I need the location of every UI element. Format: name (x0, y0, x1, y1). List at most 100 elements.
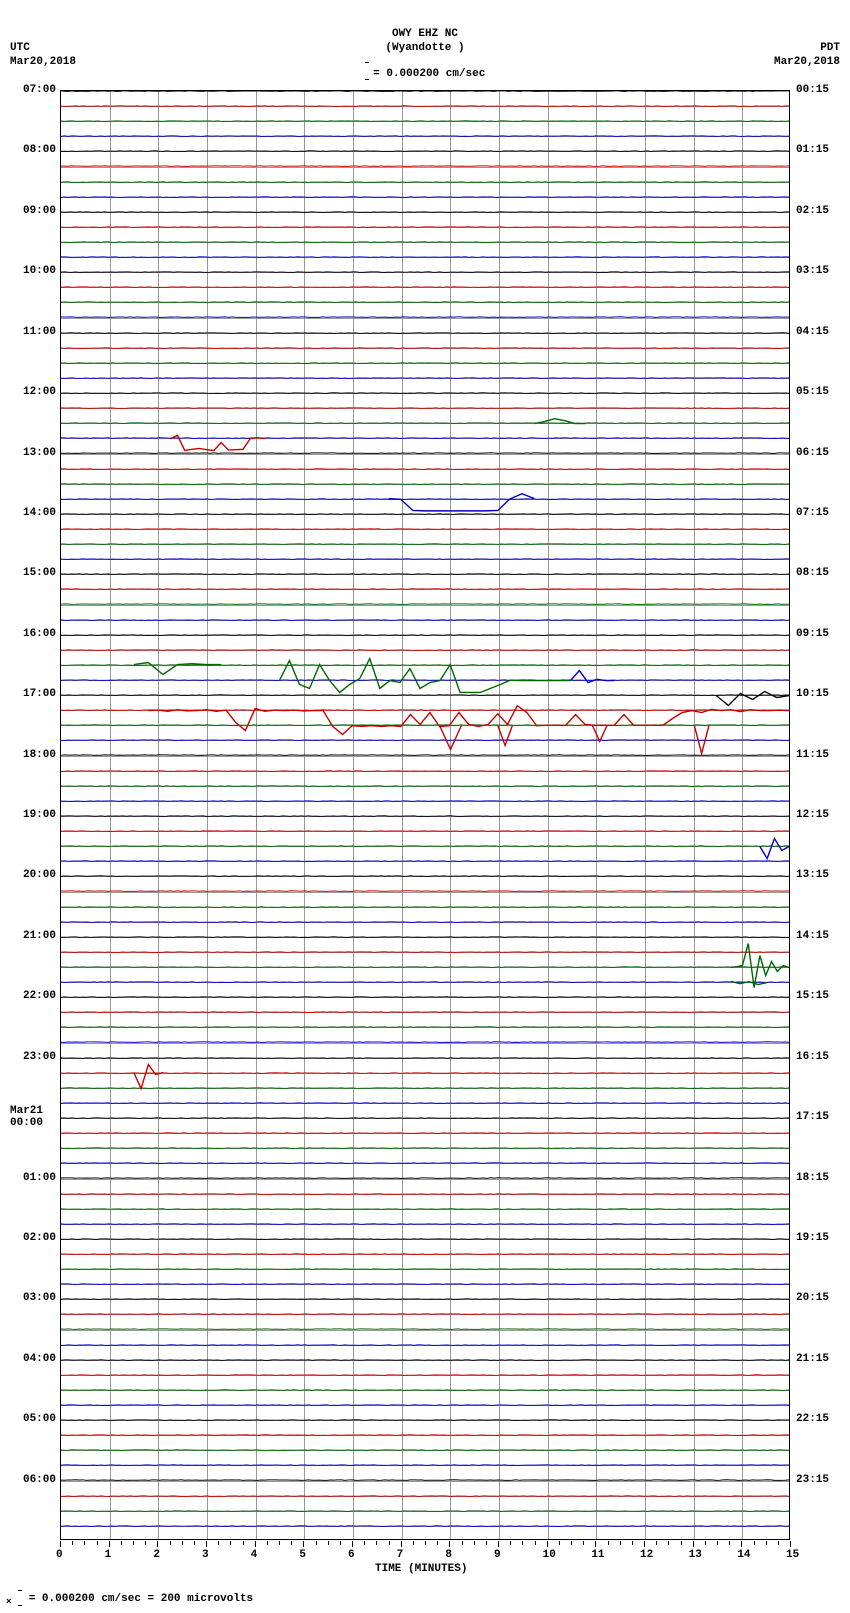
right-hour-label: 10:15 (796, 688, 829, 700)
left-hour-label: 11:00 (6, 326, 56, 338)
left-hour-label: 08:00 (6, 144, 56, 156)
plot-area (60, 90, 790, 1540)
trace-row (61, 91, 789, 1539)
right-hour-label: 16:15 (796, 1051, 829, 1063)
left-hour-label: 06:00 (6, 1474, 56, 1486)
left-timezone: UTC (10, 42, 30, 54)
left-date: Mar20,2018 (10, 56, 76, 68)
x-tick-label: 11 (591, 1549, 604, 1561)
right-hour-label: 09:15 (796, 628, 829, 640)
trace-row (61, 91, 789, 1539)
seismogram-plot: OWY EHZ NC(Wyandotte ) = 0.000200 cm/sec… (0, 0, 850, 1613)
left-hour-label: 10:00 (6, 265, 56, 277)
trace-row (61, 91, 789, 1539)
right-hour-label: 01:15 (796, 144, 829, 156)
trace-row (61, 91, 789, 1539)
right-hour-label: 03:15 (796, 265, 829, 277)
trace-row (61, 91, 789, 1539)
x-tick-label: 4 (251, 1549, 258, 1561)
trace-row (61, 91, 789, 1539)
event-trace (61, 91, 789, 1539)
right-hour-label: 21:15 (796, 1353, 829, 1365)
trace-row (61, 91, 789, 1539)
trace-row (61, 91, 789, 1539)
trace-row (61, 91, 789, 1539)
trace-row (61, 91, 789, 1539)
trace-row (61, 91, 789, 1539)
right-timezone: PDT (820, 42, 840, 54)
trace-row (61, 91, 789, 1539)
trace-row (61, 91, 789, 1539)
x-tick-label: 1 (105, 1549, 112, 1561)
left-hour-label: 21:00 (6, 930, 56, 942)
trace-row (61, 91, 789, 1539)
trace-row (61, 91, 789, 1539)
right-hour-label: 20:15 (796, 1292, 829, 1304)
trace-row (61, 91, 789, 1539)
trace-row (61, 91, 789, 1539)
trace-row (61, 91, 789, 1539)
trace-row (61, 91, 789, 1539)
x-tick-label: 15 (786, 1549, 799, 1561)
trace-row (61, 91, 789, 1539)
trace-row (61, 91, 789, 1539)
left-hour-label: 07:00 (6, 84, 56, 96)
trace-row (61, 91, 789, 1539)
trace-row (61, 91, 789, 1539)
x-tick-label: 14 (737, 1549, 750, 1561)
trace-row (61, 91, 789, 1539)
trace-row (61, 91, 789, 1539)
left-hour-label: 17:00 (6, 688, 56, 700)
trace-row (61, 91, 789, 1539)
left-hour-label: 05:00 (6, 1413, 56, 1425)
right-hour-label: 13:15 (796, 869, 829, 881)
trace-row (61, 91, 789, 1539)
trace-row (61, 91, 789, 1539)
x-tick-label: 6 (348, 1549, 355, 1561)
trace-row (61, 91, 789, 1539)
left-hour-label: 03:00 (6, 1292, 56, 1304)
station-location: (Wyandotte ) (0, 42, 850, 54)
trace-row (61, 91, 789, 1539)
x-tick-label: 9 (494, 1549, 501, 1561)
right-hour-label: 23:15 (796, 1474, 829, 1486)
trace-row (61, 91, 789, 1539)
event-trace (61, 91, 789, 1539)
trace-row (61, 91, 789, 1539)
x-tick-label: 2 (153, 1549, 160, 1561)
trace-row (61, 91, 789, 1539)
left-hour-label: 19:00 (6, 809, 56, 821)
x-tick-label: 13 (689, 1549, 702, 1561)
trace-row (61, 91, 789, 1539)
trace-row (61, 91, 789, 1539)
x-tick-label: 5 (299, 1549, 306, 1561)
x-tick-label: 0 (56, 1549, 63, 1561)
right-hour-label: 06:15 (796, 447, 829, 459)
x-tick-label: 12 (640, 1549, 653, 1561)
trace-row (61, 91, 789, 1539)
event-trace (61, 91, 789, 1539)
trace-row (61, 91, 789, 1539)
trace-row (61, 91, 789, 1539)
event-trace (61, 91, 789, 1539)
right-hour-label: 02:15 (796, 205, 829, 217)
event-trace (61, 91, 789, 1539)
trace-row (61, 91, 789, 1539)
right-hour-label: 15:15 (796, 990, 829, 1002)
right-hour-label: 12:15 (796, 809, 829, 821)
right-hour-label: 05:15 (796, 386, 829, 398)
left-hour-label: 04:00 (6, 1353, 56, 1365)
trace-row (61, 91, 789, 1539)
trace-row (61, 91, 789, 1539)
x-tick-label: 8 (445, 1549, 452, 1561)
x-axis-title: TIME (MINUTES) (375, 1563, 467, 1575)
event-trace (61, 91, 789, 1539)
event-trace (61, 91, 789, 1539)
trace-row (61, 91, 789, 1539)
trace-row (61, 91, 789, 1539)
right-hour-label: 07:15 (796, 507, 829, 519)
left-hour-label: 01:00 (6, 1172, 56, 1184)
trace-row (61, 91, 789, 1539)
trace-row (61, 91, 789, 1539)
trace-row (61, 91, 789, 1539)
